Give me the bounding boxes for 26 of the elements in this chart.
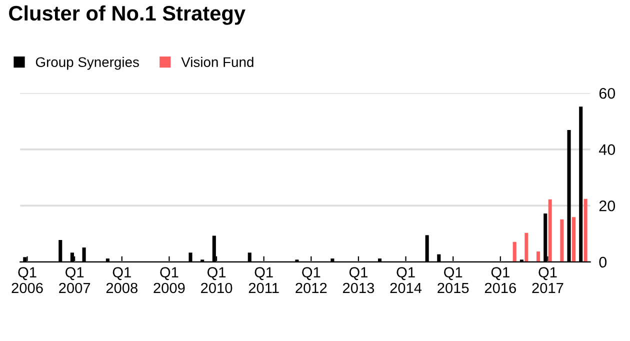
legend-label: Group Synergies xyxy=(36,56,139,70)
bar xyxy=(548,199,552,262)
y-tick-label: 60 xyxy=(599,88,616,99)
x-tick-label: Q1 2014 xyxy=(390,267,422,294)
x-tick-label: Q1 2007 xyxy=(59,267,90,294)
bar xyxy=(524,232,528,262)
y-tick-label: 20 xyxy=(599,200,616,212)
legend-label: Vision Fund xyxy=(181,56,254,68)
x-tick-label: Q1 2009 xyxy=(154,267,185,294)
x-tick-label: Q1 2011 xyxy=(248,267,279,294)
x-tick-label: Q1 2017 xyxy=(532,267,564,294)
bar xyxy=(536,251,540,262)
y-tick-label: 40 xyxy=(598,144,616,156)
bar xyxy=(512,242,516,262)
x-tick-label: Q1 2012 xyxy=(296,267,327,294)
x-tick-label: Q1 2016 xyxy=(484,267,516,294)
chart-title: Cluster of No.1 Strategy xyxy=(9,5,246,25)
x-tick-label: Q1 2015 xyxy=(438,267,469,294)
x-tick-label: Q1 2013 xyxy=(342,267,374,294)
bar xyxy=(560,219,564,262)
x-tick-label: Q1 2008 xyxy=(106,267,138,294)
y-tick-label: 0 xyxy=(599,256,607,268)
x-tick-label: Q1 2006 xyxy=(12,267,43,294)
x-tick-label: Q1 2010 xyxy=(201,267,232,294)
bar xyxy=(584,198,588,262)
bar xyxy=(572,217,576,262)
